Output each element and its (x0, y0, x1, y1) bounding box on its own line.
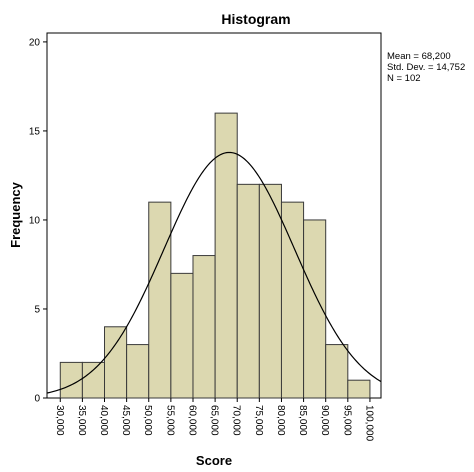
stat-mean: Mean = 68,200 (387, 51, 451, 62)
histogram-bar (148, 201, 172, 399)
y-tick-label: 10 (29, 215, 41, 226)
histogram-bar (303, 219, 327, 399)
x-tick-label: 95,000 (341, 405, 352, 436)
x-axis-label: Score (196, 453, 232, 468)
x-tick-label: 65,000 (209, 405, 220, 436)
x-tick-label: 40,000 (98, 405, 109, 436)
y-tick-label: 20 (29, 37, 41, 48)
histogram-bar (258, 183, 282, 399)
x-tick-label: 90,000 (319, 405, 330, 436)
x-tick-label: 30,000 (54, 405, 65, 436)
histogram-bar (104, 326, 128, 399)
histogram-bar (170, 272, 194, 399)
x-tick-label: 55,000 (164, 405, 175, 436)
y-tick-label: 0 (34, 394, 40, 405)
normal-curve (46, 151, 382, 394)
histogram-bar (347, 379, 371, 399)
histogram-bar (280, 201, 305, 399)
stat-std-dev: Std. Dev. = 14,752 (387, 62, 465, 73)
y-axis-label: Frequency (8, 181, 23, 248)
x-tick-label: 45,000 (120, 405, 131, 436)
histogram-bar (81, 361, 106, 399)
x-tick-label: 100,000 (363, 405, 374, 442)
y-tick-label: 15 (29, 126, 41, 137)
x-tick-label: 75,000 (253, 405, 264, 436)
histogram-bar (236, 183, 260, 399)
chart-title: Histogram (221, 11, 290, 27)
x-tick-label: 70,000 (231, 405, 242, 436)
histogram-bar (192, 255, 216, 399)
x-tick-label: 50,000 (142, 405, 153, 436)
x-tick-label: 80,000 (275, 405, 286, 436)
x-tick-label: 35,000 (76, 405, 87, 436)
histogram-bar (325, 344, 349, 399)
x-tick-label: 85,000 (297, 405, 308, 436)
stat-n: N = 102 (387, 73, 421, 84)
histogram-bar (126, 344, 150, 399)
x-tick-label: 60,000 (186, 405, 197, 436)
y-tick-label: 5 (34, 304, 40, 315)
